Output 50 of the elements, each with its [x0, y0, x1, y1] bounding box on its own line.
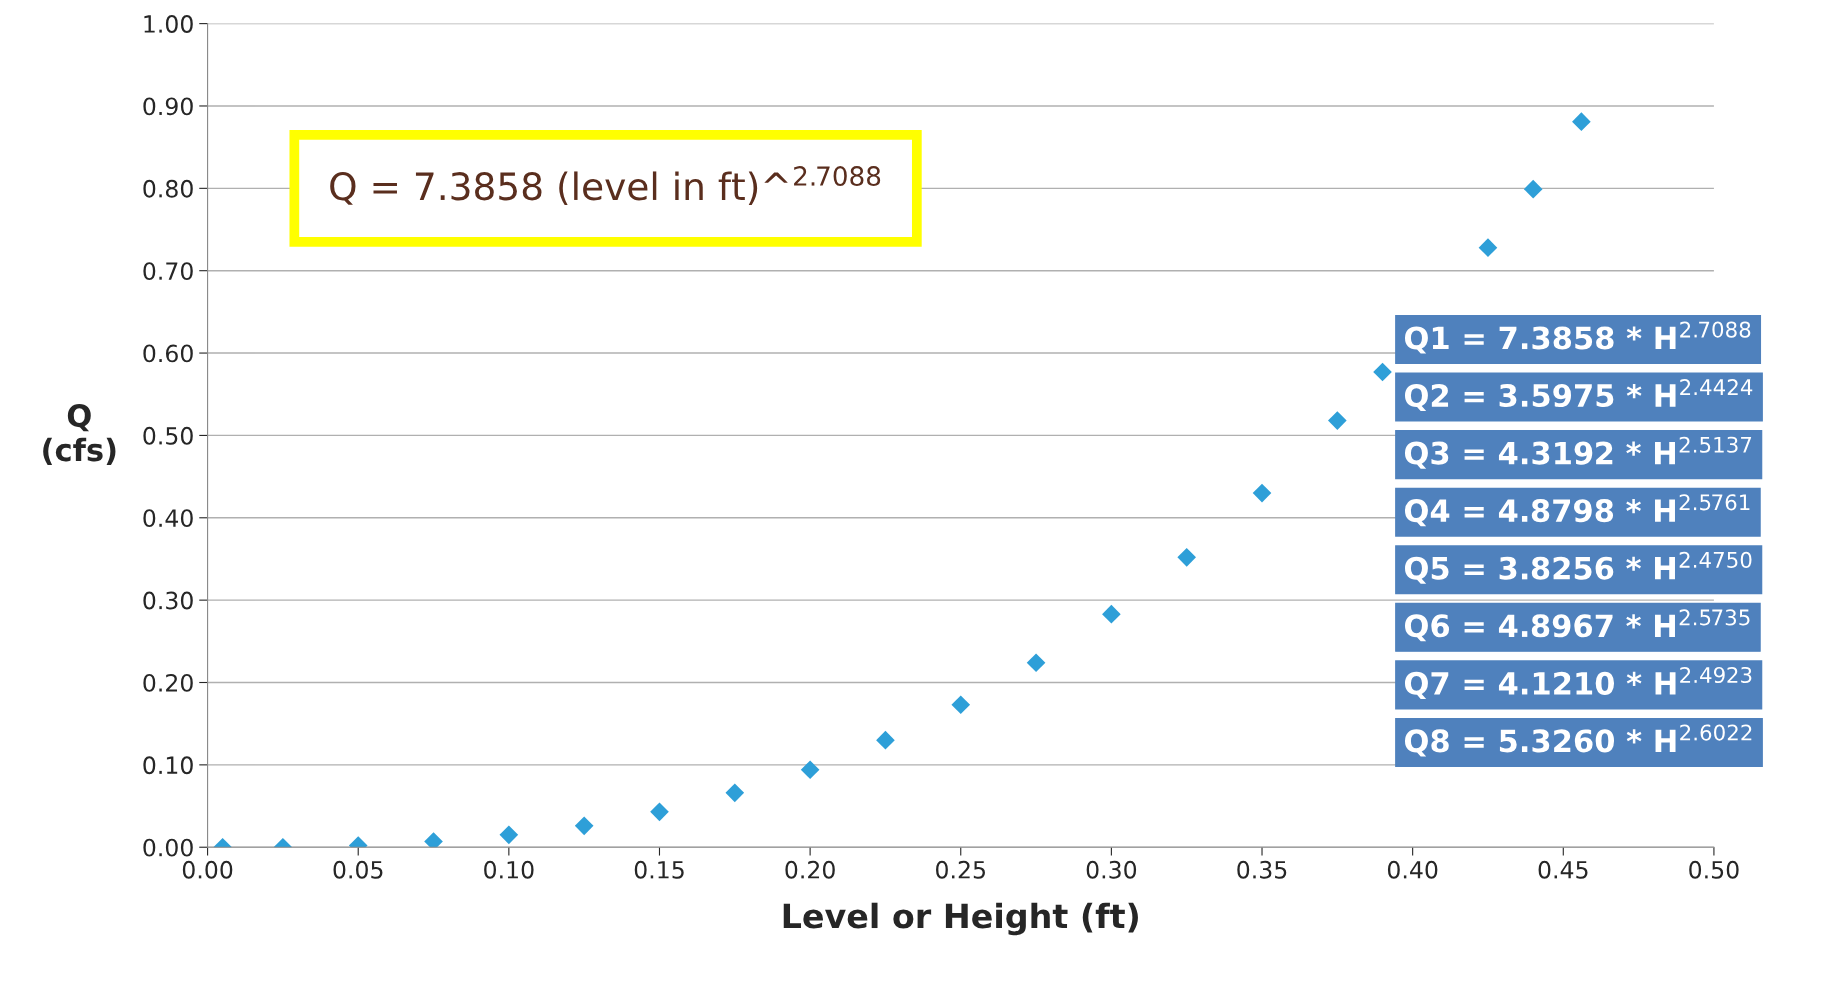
- x-tick-label: 0.10: [484, 860, 534, 879]
- x-tick-label: 0.45: [1538, 860, 1588, 879]
- y-tick-label: 0.40: [143, 509, 193, 528]
- x-tick-label: 0.35: [1237, 860, 1287, 879]
- point: [1252, 483, 1272, 503]
- point: [1102, 604, 1121, 624]
- x-axis-title: Level or Height (ft): [783, 902, 1138, 936]
- x-tick-label: 0.20: [785, 860, 835, 879]
- annotation: Q3 = 4.3192 * H$^{2.5137}$: [1404, 436, 1752, 469]
- x-tick-label: 0.50: [1689, 860, 1739, 879]
- annotation: Q2 = 3.5975 * H$^{2.4424}$: [1404, 379, 1753, 412]
- annotation: Q1 = 7.3858 * H$^{2.7088}$: [1404, 321, 1751, 354]
- annotation: Q = 7.3858 (level in ft)^$^{2.7088}$: [330, 166, 881, 205]
- x-tick-label: 0.05: [333, 860, 383, 879]
- x-tick-label: 0.15: [634, 860, 684, 879]
- point: [1373, 362, 1392, 382]
- x-tick-label: 0.40: [1387, 860, 1438, 879]
- y-tick-label: 1.00: [144, 15, 193, 33]
- point: [1572, 112, 1591, 131]
- annotation: Q5 = 3.8256 * H$^{2.4750}$: [1404, 551, 1752, 584]
- point: [1026, 653, 1046, 673]
- annotation: Q4 = 4.8798 * H$^{2.5761}$: [1404, 494, 1750, 527]
- point: [1328, 411, 1347, 430]
- y-tick-label: 0.60: [143, 344, 193, 363]
- y-tick-label: 0.20: [143, 673, 193, 692]
- y-axis-title: Q (cfs): [43, 404, 116, 465]
- point: [1177, 548, 1197, 567]
- point: [876, 730, 895, 750]
- y-tick-label: 0.50: [143, 426, 193, 445]
- point: [650, 802, 669, 822]
- y-tick-label: 0.90: [143, 97, 193, 116]
- point: [1478, 238, 1498, 257]
- point: [951, 695, 971, 715]
- point: [725, 783, 745, 803]
- y-tick-label: 0.70: [143, 262, 193, 280]
- point: [800, 760, 820, 780]
- y-tick-label: 0.00: [143, 838, 193, 857]
- point: [1523, 179, 1543, 199]
- x-tick-label: 0.25: [936, 860, 985, 879]
- point: [499, 825, 519, 845]
- x-tick-label: 0.30: [1086, 860, 1137, 879]
- y-tick-label: 0.80: [143, 179, 193, 198]
- point: [574, 816, 594, 836]
- x-tick-label: 0.00: [182, 860, 233, 879]
- annotation: Q8 = 5.3260 * H$^{2.6022}$: [1404, 724, 1752, 757]
- annotation: Q7 = 4.1210 * H$^{2.4923}$: [1404, 666, 1752, 699]
- y-tick-label: 0.10: [143, 756, 193, 775]
- y-tick-label: 0.30: [143, 591, 193, 610]
- annotation: Q6 = 4.8967 * H$^{2.5735}$: [1404, 609, 1750, 642]
- point: [424, 832, 443, 848]
